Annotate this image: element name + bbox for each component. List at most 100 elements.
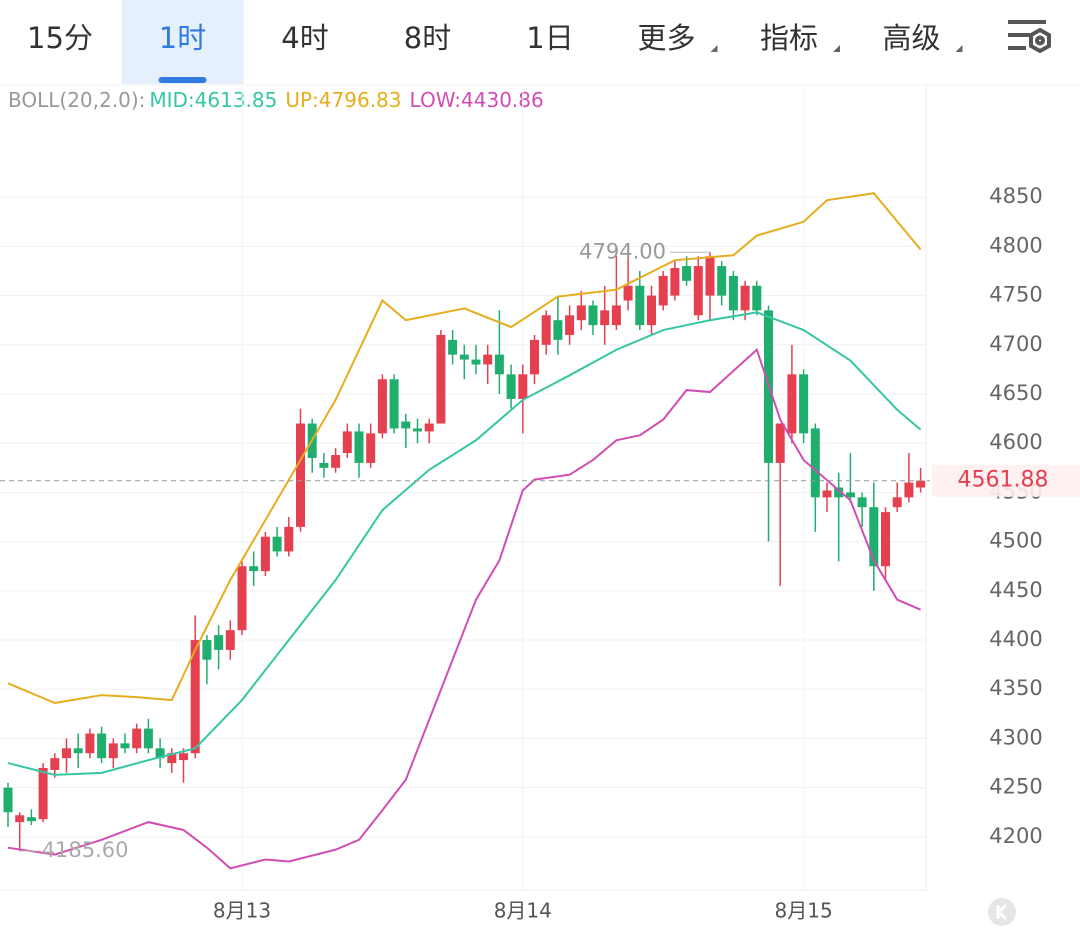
last-price-label: 4561.88 [958, 468, 1049, 493]
candle-body [284, 526, 294, 552]
tab[interactable]: 指标 [760, 21, 840, 55]
candle-body [143, 728, 153, 749]
candle-body [506, 374, 516, 399]
tab-label: 指标 [760, 21, 818, 55]
tab-active-bg [121, 0, 244, 84]
y-tick-label: 4650 [989, 381, 1042, 405]
candle-body [319, 462, 329, 468]
icon-gear-hole [1035, 35, 1045, 46]
legend-entry: LOW:4430.86 [410, 88, 544, 112]
y-tick-label: 4500 [989, 529, 1042, 553]
dropdown-caret [833, 45, 840, 52]
candle-body [15, 815, 25, 823]
candle-body [225, 630, 235, 650]
y-tick-label: 4700 [989, 332, 1042, 356]
tab[interactable]: 4时 [281, 21, 328, 55]
candle-body [845, 492, 855, 498]
min-label: 4185.60 [42, 838, 129, 862]
candle-body [424, 423, 434, 432]
candle-body [588, 305, 598, 326]
candle-body [670, 268, 680, 296]
candle-body [471, 359, 481, 365]
candle-body [249, 566, 259, 572]
y-tick-label: 4400 [989, 627, 1042, 651]
legend-entry: MID:4613.85 [149, 88, 277, 112]
candle-body [869, 507, 879, 567]
candle-body [623, 285, 633, 301]
candle-body [73, 748, 83, 754]
tab[interactable]: 更多 [637, 21, 718, 55]
tab[interactable]: 高级 [882, 21, 963, 55]
candle-body [881, 512, 890, 567]
tab-bar: 15分 1时 4时 8时 1日 更多 指标 高级 [27, 0, 963, 84]
candle-body [342, 431, 352, 454]
candle-body [331, 455, 341, 468]
tab[interactable]: 8时 [404, 21, 451, 55]
icon-gear [1029, 27, 1051, 54]
candle-body [459, 354, 469, 360]
candle-body [565, 315, 575, 335]
candle-body [916, 480, 926, 488]
tab-label: 4时 [281, 21, 328, 55]
candle-body [787, 374, 797, 434]
tab-label: 1时 [159, 21, 206, 55]
y-tick-label: 4600 [989, 430, 1042, 454]
candle-body [810, 428, 820, 498]
candle-body [108, 743, 118, 759]
candle-body [62, 748, 71, 759]
candle-body [50, 758, 60, 770]
candle-body [97, 733, 107, 759]
candle-body [658, 275, 668, 306]
scroll-button[interactable] [988, 898, 1016, 926]
x-tick-label: 8月13 [213, 899, 271, 923]
y-tick-label: 4300 [989, 725, 1042, 749]
tab[interactable]: 1时 [121, 0, 244, 84]
candle-body [167, 753, 177, 764]
dropdown-caret [710, 45, 718, 52]
candle-body [260, 536, 270, 572]
candle-body [799, 374, 809, 434]
y-tick-label: 4200 [989, 824, 1042, 848]
candle-body [448, 339, 458, 355]
candle-body [237, 566, 247, 631]
candle-body [682, 266, 692, 281]
candle-body [202, 640, 212, 660]
tab[interactable]: 1日 [526, 21, 573, 55]
y-tick-label: 4450 [989, 578, 1042, 602]
candle-body [85, 733, 95, 754]
candle-body [179, 753, 188, 761]
candle-body [389, 379, 399, 429]
button-bg [988, 898, 1016, 926]
boll-line [7, 347, 921, 870]
y-tick-label: 4800 [989, 233, 1042, 257]
legend-entry: UP:4796.83 [285, 88, 401, 112]
tab-label: 高级 [882, 21, 940, 55]
boll-line [7, 311, 922, 776]
x-tick-label: 8月15 [775, 899, 833, 923]
candle-body [857, 497, 867, 508]
candle-body [892, 497, 902, 508]
candle-body [553, 320, 563, 340]
tab[interactable]: 15分 [27, 21, 93, 55]
candle-body [518, 374, 528, 399]
candle-body [214, 635, 224, 650]
candle-body [635, 285, 645, 326]
candle-body [775, 423, 785, 463]
candle-body [740, 285, 750, 311]
candle-body [483, 354, 493, 365]
candle-body [693, 266, 703, 316]
candle-body [354, 431, 364, 463]
settings-icon[interactable] [1008, 20, 1051, 54]
x-tick-label: 8月14 [494, 899, 552, 923]
candle-body [272, 536, 282, 552]
candle-body [413, 428, 422, 432]
candle-body [26, 817, 36, 822]
candle-body [576, 305, 586, 321]
tab-label: 更多 [637, 21, 695, 55]
candle-body [647, 295, 656, 326]
candle-body [705, 256, 715, 296]
candle-body [296, 423, 305, 527]
candle-body [611, 305, 621, 326]
candle-body [120, 743, 130, 749]
